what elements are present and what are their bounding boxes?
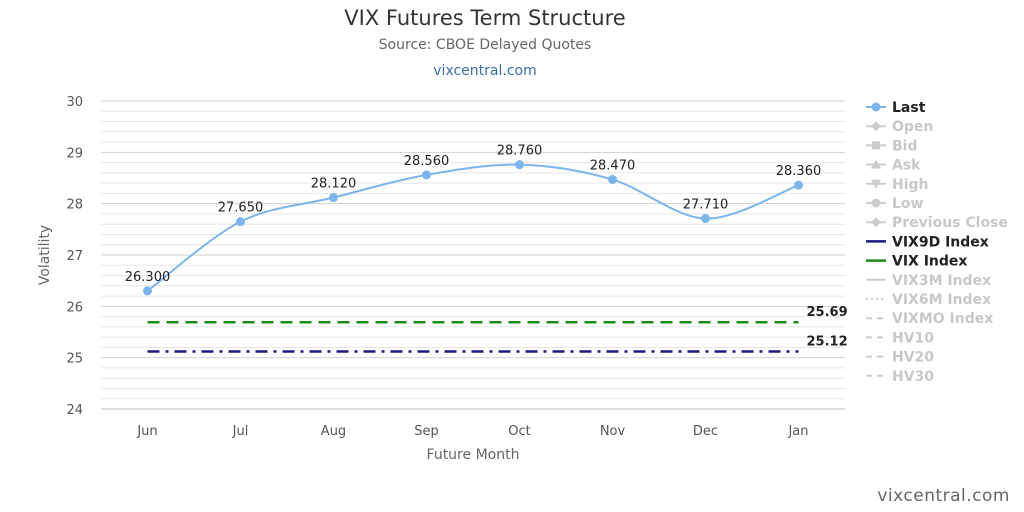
data-label: 28.470 bbox=[590, 159, 636, 174]
chart-title: VIX Futures Term Structure bbox=[344, 6, 626, 30]
y-tick-label: 27 bbox=[66, 249, 83, 264]
x-axis-title: Future Month bbox=[427, 447, 520, 463]
legend-item-vix3m-index[interactable]: VIX3M Index bbox=[866, 273, 991, 289]
legend-label: Low bbox=[892, 196, 924, 212]
legend-label: HV20 bbox=[892, 350, 934, 366]
data-label: 26.300 bbox=[125, 270, 171, 285]
data-label: 28.360 bbox=[776, 164, 822, 179]
data-label: 27.650 bbox=[218, 201, 264, 216]
legend-label: Open bbox=[892, 119, 933, 135]
legend-item-vix6m-index[interactable]: VIX6M Index bbox=[866, 292, 991, 308]
x-tick-label: Jan bbox=[787, 424, 808, 439]
legend-item-previous-close[interactable]: Previous Close bbox=[866, 215, 1008, 231]
legend-item-vix9d-index[interactable]: VIX9D Index bbox=[866, 234, 989, 250]
legend-label: Ask bbox=[892, 158, 921, 174]
data-point[interactable] bbox=[515, 160, 524, 170]
legend-item-high[interactable]: High bbox=[866, 177, 929, 193]
data-point[interactable] bbox=[143, 286, 152, 296]
y-tick-label: 24 bbox=[66, 403, 83, 418]
legend-label: HV30 bbox=[892, 369, 934, 385]
y-tick-label: 26 bbox=[66, 300, 83, 315]
legend-label: High bbox=[892, 177, 929, 193]
data-label: 27.710 bbox=[683, 198, 729, 213]
legend-label: VIX3M Index bbox=[892, 273, 991, 289]
data-point[interactable] bbox=[236, 217, 245, 227]
legend-item-last[interactable]: Last bbox=[866, 100, 926, 116]
legend-marker-diamond bbox=[871, 121, 881, 132]
legend-item-hv20[interactable]: HV20 bbox=[866, 350, 934, 366]
legend-item-ask[interactable]: Ask bbox=[866, 158, 921, 174]
series-last[interactable]: 26.300 27.650 28.120 28.560 28.760 28.470 27.7… bbox=[125, 144, 822, 296]
x-tick-label: Sep bbox=[414, 424, 439, 439]
legend-item-hv30[interactable]: HV30 bbox=[866, 369, 934, 385]
watermark-credit: vixcentral.com bbox=[877, 486, 1010, 506]
legend-label: VIX Index bbox=[892, 254, 967, 270]
data-point[interactable] bbox=[608, 175, 617, 185]
legend-item-open[interactable]: Open bbox=[866, 119, 933, 135]
legend-marker-diamond bbox=[871, 217, 881, 228]
data-point[interactable] bbox=[701, 214, 710, 224]
data-label: 28.120 bbox=[311, 177, 357, 192]
legend-marker-circle bbox=[871, 102, 881, 112]
legend-item-low[interactable]: Low bbox=[866, 196, 924, 212]
x-tick-label: Dec bbox=[693, 424, 718, 439]
legend-item-vix-index[interactable]: VIX Index bbox=[866, 254, 967, 270]
x-tick-label: Jun bbox=[136, 424, 157, 439]
legend-label: VIXMO Index bbox=[892, 311, 993, 327]
data-label: 28.560 bbox=[404, 154, 450, 169]
source-link[interactable]: vixcentral.com bbox=[433, 63, 537, 79]
legend-label: Bid bbox=[892, 138, 918, 154]
data-label: 28.760 bbox=[497, 144, 543, 159]
y-tick-label: 30 bbox=[66, 95, 83, 110]
reference-lines: 25.69 25.12 bbox=[147, 305, 848, 353]
data-point[interactable] bbox=[329, 193, 338, 203]
legend-label: VIX9D Index bbox=[892, 234, 989, 250]
chart-subtitle: Source: CBOE Delayed Quotes bbox=[378, 37, 592, 53]
legend-label: Previous Close bbox=[892, 215, 1008, 231]
x-tick-label: Nov bbox=[600, 424, 626, 439]
legend-label: HV10 bbox=[892, 330, 934, 346]
legend: Last Open Bid Ask High Low Previous Close VIX9D… bbox=[866, 100, 1008, 385]
x-tick-label: Oct bbox=[508, 424, 530, 439]
y-tick-label: 29 bbox=[66, 146, 83, 161]
legend-item-vixmo-index[interactable]: VIXMO Index bbox=[866, 311, 993, 327]
legend-marker-triangle-down bbox=[871, 179, 881, 189]
x-tick-label: Jul bbox=[232, 424, 249, 439]
y-axis-title: Volatility bbox=[37, 225, 53, 285]
x-tick-label: Aug bbox=[321, 424, 346, 439]
x-axis: Jun Jul Aug Sep Oct Nov Dec Jan bbox=[136, 424, 808, 439]
vix9d-index-value-label: 25.12 bbox=[807, 335, 848, 350]
legend-marker-circle bbox=[871, 198, 881, 208]
data-point[interactable] bbox=[422, 170, 431, 180]
legend-label: Last bbox=[892, 100, 926, 116]
legend-item-bid[interactable]: Bid bbox=[866, 138, 918, 154]
legend-label: VIX6M Index bbox=[892, 292, 991, 308]
data-point[interactable] bbox=[794, 180, 803, 190]
legend-marker-square bbox=[872, 141, 880, 150]
legend-marker-triangle bbox=[871, 159, 881, 169]
y-tick-label: 28 bbox=[66, 198, 83, 213]
y-axis: 24 25 26 27 28 29 30 bbox=[66, 95, 83, 418]
y-tick-label: 25 bbox=[66, 352, 83, 367]
vix-index-value-label: 25.69 bbox=[807, 305, 848, 320]
legend-item-hv10[interactable]: HV10 bbox=[866, 330, 934, 346]
grid bbox=[101, 100, 845, 410]
